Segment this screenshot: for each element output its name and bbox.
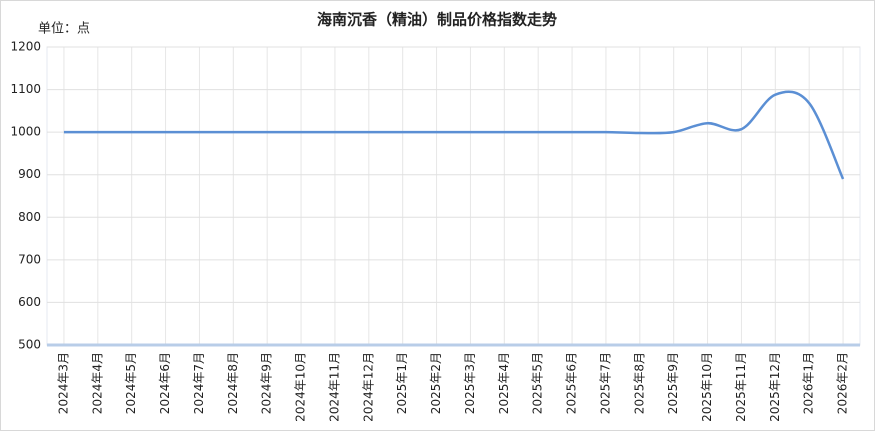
x-tick-label: 2024年8月	[226, 352, 240, 414]
x-tick-label: 2025年4月	[497, 352, 511, 414]
x-tick-label: 2025年3月	[463, 352, 477, 414]
x-tick-label: 2026年2月	[836, 352, 850, 414]
y-tick-label: 1200	[10, 40, 41, 54]
series-line	[63, 90, 845, 180]
x-tick-label: 2025年9月	[666, 352, 680, 414]
x-tick-label: 2025年6月	[565, 352, 579, 414]
x-tick-label: 2025年1月	[395, 352, 409, 414]
x-tick-label: 2024年12月	[361, 352, 375, 422]
y-tick-label: 900	[18, 167, 41, 181]
x-tick-label: 2024年7月	[192, 352, 206, 414]
y-tick-label: 800	[18, 210, 41, 224]
x-tick-label: 2025年10月	[700, 352, 714, 422]
y-tick-label: 1100	[10, 82, 41, 96]
x-tick-label: 2025年7月	[598, 352, 612, 414]
x-tick-label: 2024年3月	[56, 352, 70, 414]
x-tick-label: 2026年1月	[802, 352, 816, 414]
y-tick-label: 600	[18, 295, 41, 309]
x-tick-label: 2024年9月	[260, 352, 274, 414]
y-tick-label: 700	[18, 252, 41, 266]
y-unit-label: 单位：点	[38, 22, 90, 37]
y-tick-label: 500	[18, 338, 41, 352]
x-tick-label: 2025年11月	[734, 352, 748, 422]
x-tick-label: 2025年2月	[429, 352, 443, 414]
x-tick-label: 2024年11月	[327, 352, 341, 422]
chart-title: 海南沉香（精油）制品价格指数走势	[317, 11, 557, 29]
x-tick-label: 2024年5月	[124, 352, 138, 414]
x-tick-label: 2025年8月	[632, 352, 646, 414]
x-tick-label: 2025年5月	[531, 352, 545, 414]
x-tick-label: 2024年6月	[158, 352, 172, 414]
y-tick-label: 1000	[10, 125, 41, 139]
x-tick-label: 2025年12月	[768, 352, 782, 422]
x-tick-label: 2024年10月	[294, 352, 308, 422]
x-tick-label: 2024年4月	[90, 352, 104, 414]
